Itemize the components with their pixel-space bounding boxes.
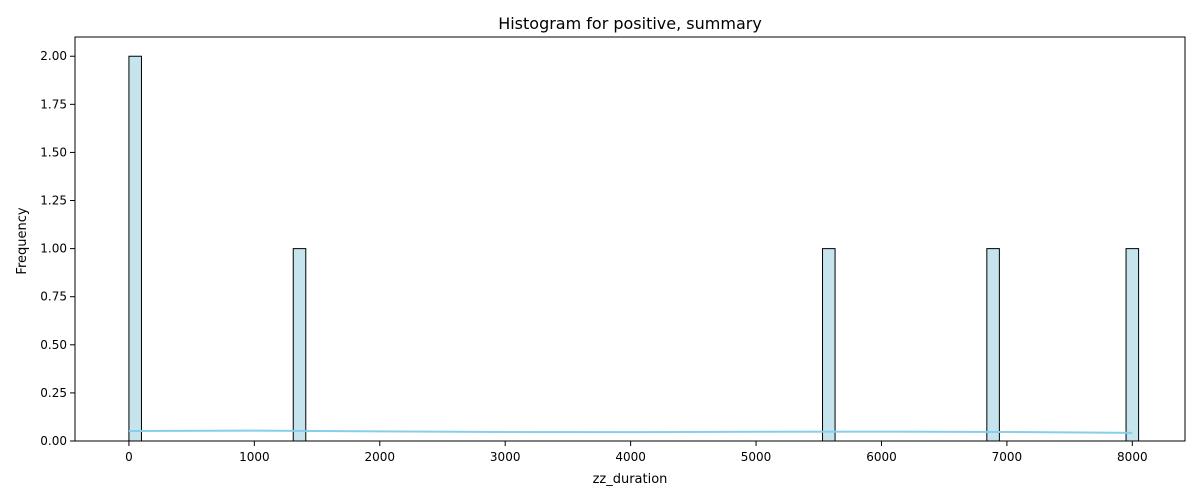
x-tick-label: 5000 [741, 450, 772, 464]
y-tick-label: 1.75 [40, 97, 67, 111]
x-tick-label: 1000 [239, 450, 270, 464]
y-axis-label: Frequency [15, 207, 30, 274]
bars-layer [128, 55, 1140, 442]
plot-frame [74, 36, 1186, 442]
histogram-bar-1 [292, 248, 307, 442]
y-tick-label: 0.50 [40, 338, 67, 352]
kde-layer [128, 429, 1133, 434]
x-tick-label: 3000 [490, 450, 521, 464]
axes-layer: 0 1000 2000 3000 4000 5000 6000 7000 8000 0.00 0.2… [40, 36, 1186, 464]
y-tick-label: 2.00 [40, 49, 67, 63]
chart-title: Histogram for positive, summary [498, 14, 762, 33]
histogram-bar-0 [128, 55, 142, 442]
kde-line [128, 429, 1133, 434]
x-tick-label: 8000 [1117, 450, 1148, 464]
x-tick-label: 4000 [615, 450, 646, 464]
y-tick-label: 1.50 [40, 145, 67, 159]
y-tick-label: 0.00 [40, 434, 67, 448]
y-tick-label: 1.25 [40, 194, 67, 208]
y-tick-label: 0.25 [40, 386, 67, 400]
x-tick-label: 7000 [992, 450, 1023, 464]
y-tick-label: 1.00 [40, 242, 67, 256]
x-tick-label: 6000 [866, 450, 897, 464]
histogram-bar-2 [822, 248, 836, 442]
x-axis-label: zz_duration [593, 472, 668, 487]
y-tick-label: 0.75 [40, 290, 67, 304]
histogram-bar-3 [986, 248, 1000, 442]
x-tick-label: 2000 [365, 450, 396, 464]
histogram-bar-4 [1125, 248, 1140, 442]
x-tick-label: 0 [125, 450, 133, 464]
